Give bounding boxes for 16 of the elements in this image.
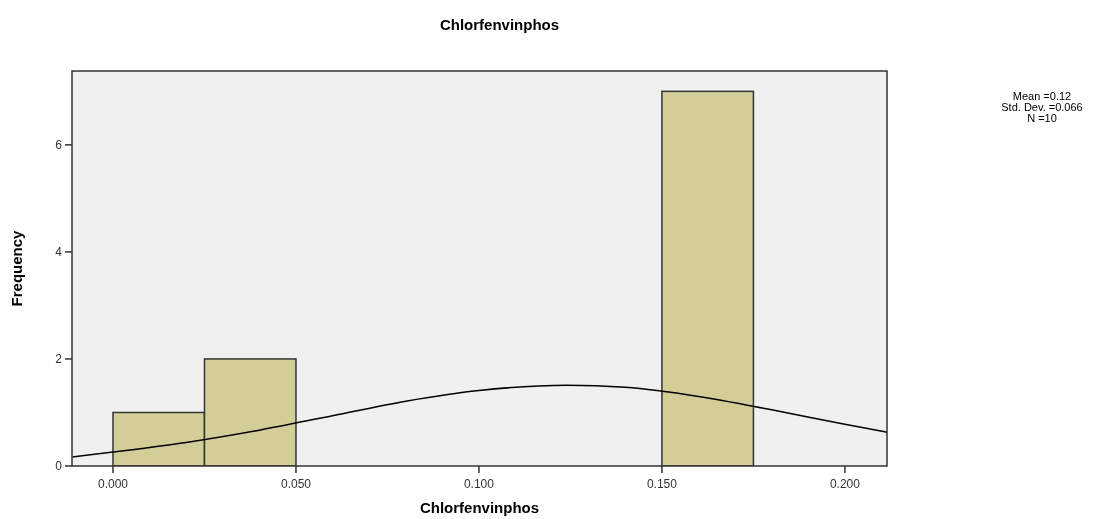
y-tick-label: 2: [55, 351, 63, 366]
x-tick-label: 0.200: [829, 477, 861, 491]
x-axis-title: Chlorfenvinphos: [419, 499, 540, 516]
text: N =10: [1027, 112, 1057, 124]
line-series: [72, 384, 887, 458]
x-tick-label: 0.150: [646, 477, 678, 491]
y-tick-label: 6: [55, 137, 63, 152]
x-tick-label: 0.000: [97, 477, 129, 491]
y-axis-title: Frequency: [8, 229, 25, 307]
x-tick-label: 0.050: [280, 477, 312, 491]
x-tick-label: 0.100: [463, 477, 495, 491]
y-tick-label: 4: [55, 244, 63, 259]
y-tick-label: 0: [55, 459, 63, 473]
chart-title: Chlorfenvinphos: [439, 16, 560, 33]
text: Mean =0.12: [1012, 90, 1072, 102]
text: Std. Dev. =0.066: [1001, 101, 1083, 113]
